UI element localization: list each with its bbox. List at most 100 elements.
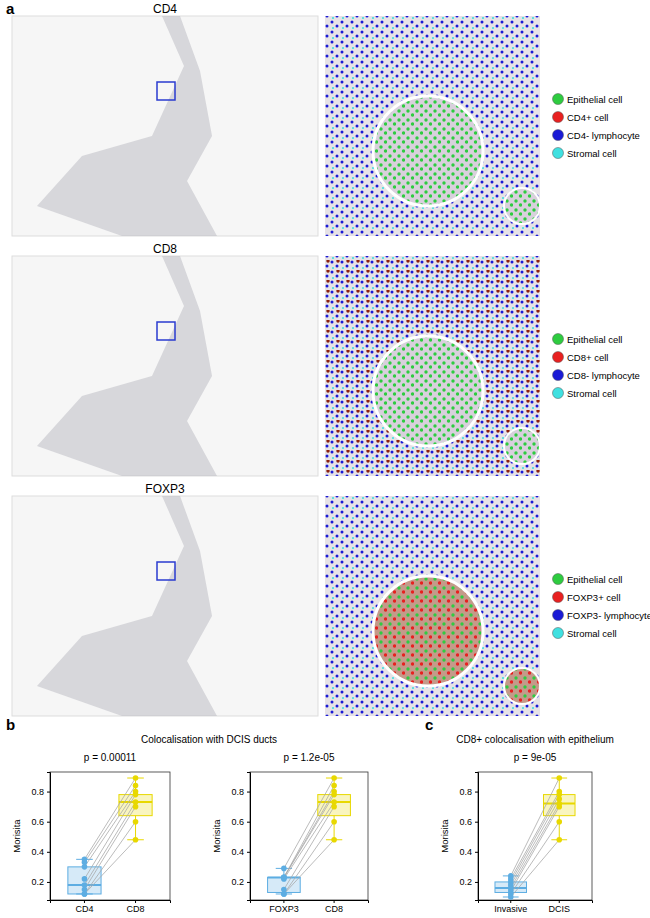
x-tick: Invasive: [494, 900, 527, 914]
point: [82, 891, 88, 897]
point: [133, 804, 139, 810]
point: [82, 891, 88, 897]
point: [133, 775, 139, 781]
pair-line: [511, 822, 560, 894]
x-axis-line: [51, 901, 171, 904]
y-tick-label: 0.8: [31, 787, 44, 797]
y-tick-mark: [475, 882, 478, 883]
plot-frame: [50, 772, 170, 900]
y-tick-mark: [247, 852, 250, 853]
point: [331, 775, 337, 781]
chart: p = 1.2e-050.20.40.60.8MorisitaFOXP3CD8: [211, 752, 369, 914]
y-tick-mark: [475, 792, 478, 793]
x-tick: CD4: [75, 900, 93, 914]
point: [556, 819, 562, 825]
legend-label: FOXP3- lymphocyte: [567, 610, 650, 621]
legend-swatch: [553, 148, 564, 159]
y-axis-title: Morisita: [11, 819, 22, 853]
x-tick-label: DCIS: [548, 904, 570, 914]
y-tick: 0.6: [31, 817, 50, 827]
y-tick-mark: [47, 792, 50, 793]
plot-frame: [250, 772, 368, 900]
y-tick-mark: [247, 822, 250, 823]
x-tick: FOXP3: [269, 900, 299, 914]
legend-swatch: [553, 334, 564, 345]
image-title: CD8: [153, 242, 177, 256]
point: [281, 891, 287, 897]
y-tick-mark: [475, 822, 478, 823]
point: [331, 837, 337, 843]
y-tick: 0.4: [459, 847, 478, 857]
panel-title: Colocalisation with DCIS ducts: [141, 734, 277, 745]
point: [133, 837, 139, 843]
overview-image: [12, 256, 318, 476]
y-tick-label: 0.4: [31, 847, 44, 857]
legend-label: Stromal cell: [567, 388, 617, 399]
pair-line: [511, 804, 560, 888]
y-tick-label: 0.8: [231, 787, 244, 797]
subtitle: p = 0.00011: [84, 752, 137, 763]
point: [281, 891, 287, 897]
legend-swatch: [553, 112, 564, 123]
x-tick-mark: [283, 900, 284, 903]
x-axis: Invasive DCIS: [479, 900, 593, 914]
legend-label: CD8+ cell: [567, 352, 608, 363]
y-tick-label: 0.4: [231, 847, 244, 857]
y-tick-label: 0.6: [459, 817, 472, 827]
x-tick: CD8: [127, 900, 145, 914]
pair-line: [284, 795, 334, 878]
x-tick-label: FOXP3: [269, 904, 299, 914]
y-axis-title: Morisita: [211, 819, 222, 853]
legend-label: Epithelial cell: [567, 334, 622, 345]
subtitle: p = 9e-05: [514, 752, 557, 763]
legend-swatch: [553, 94, 564, 105]
legend-swatch: [553, 370, 564, 381]
point: [133, 783, 139, 789]
plot-area: [268, 775, 351, 897]
point: [331, 804, 337, 810]
pair-line: [511, 792, 560, 879]
pair-line: [511, 799, 560, 885]
y-tick: 0.2: [231, 877, 250, 887]
pair-line: [84, 786, 135, 863]
pair-line: [84, 802, 135, 885]
pair-line: [511, 840, 560, 897]
y-tick: 0.4: [231, 847, 250, 857]
y-tick-label: 0.2: [231, 877, 244, 887]
zoom-image: [325, 256, 540, 476]
y-tick-label: 0.2: [459, 877, 472, 887]
x-tick-mark: [334, 900, 335, 903]
point: [331, 819, 337, 825]
legend-label: FOXP3+ cell: [567, 592, 621, 603]
zoom-image: [325, 496, 540, 716]
y-tick: 0.8: [31, 787, 50, 797]
x-tick-label: Invasive: [494, 904, 527, 914]
panel-label: a: [6, 0, 15, 17]
plot-area: [68, 775, 152, 897]
point: [331, 792, 337, 798]
y-tick-mark: [47, 882, 50, 883]
y-tick-mark: [47, 822, 50, 823]
y-tick: 0.2: [31, 877, 50, 887]
plot-frame: [478, 772, 592, 900]
legend-label: Stromal cell: [567, 148, 617, 159]
x-tick-mark: [84, 900, 85, 903]
pair-line: [284, 786, 334, 878]
y-tick-label: 0.6: [31, 817, 44, 827]
point: [508, 894, 514, 900]
pair-line: [284, 822, 334, 894]
point: [82, 876, 88, 882]
pair-line: [84, 840, 135, 894]
point: [133, 792, 139, 798]
panel-label: b: [6, 716, 15, 733]
y-tick: 0.8: [231, 787, 250, 797]
plot-area: [495, 775, 575, 900]
legend-label: CD8- lymphocyte: [567, 370, 640, 381]
y-axis-line: [247, 773, 251, 901]
x-axis: FOXP3CD8: [251, 900, 369, 914]
chart-title: CD8+ colocalisation with epithelium: [456, 734, 614, 745]
y-tick-label: 0.4: [459, 847, 472, 857]
box: [543, 795, 575, 816]
y-axis: 0.20.40.60.8: [231, 773, 250, 901]
pair-line: [284, 792, 334, 878]
